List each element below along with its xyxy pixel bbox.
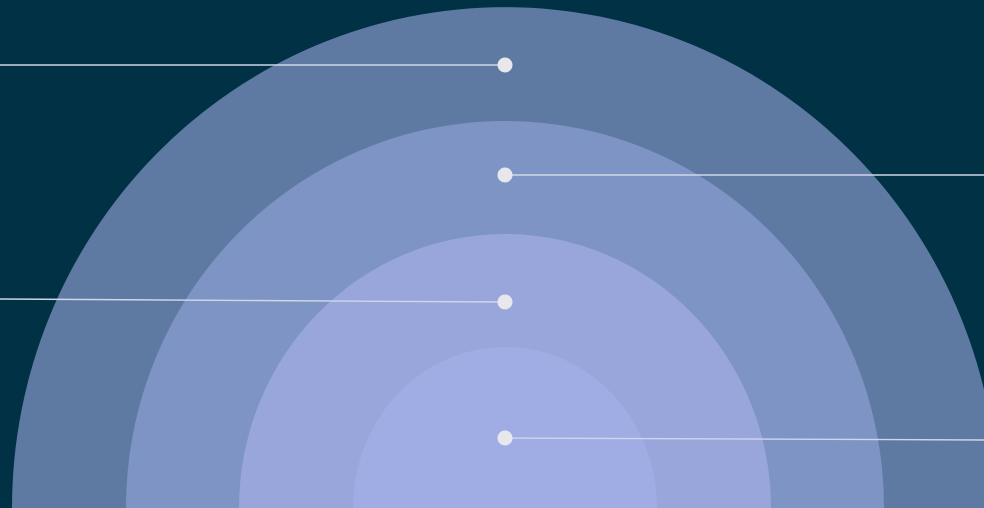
- marker-dot-4[interactable]: [497, 430, 513, 446]
- marker-dot-1[interactable]: [497, 57, 513, 73]
- ring-inner: [353, 347, 657, 508]
- connector-line-3: [0, 298, 506, 303]
- marker-dot-3[interactable]: [497, 294, 513, 310]
- connector-line-4: [504, 437, 984, 441]
- marker-dot-2[interactable]: [497, 167, 513, 183]
